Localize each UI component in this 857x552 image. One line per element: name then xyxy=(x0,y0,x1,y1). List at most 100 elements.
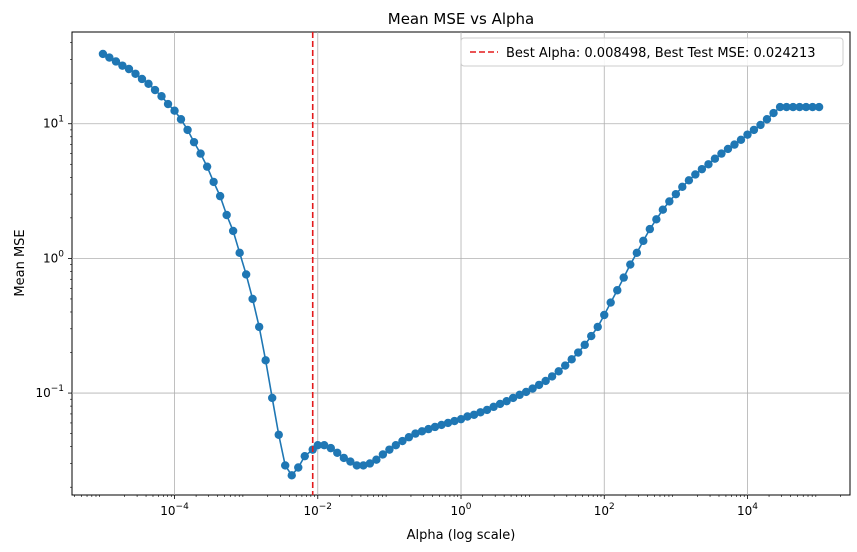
data-point xyxy=(808,102,817,112)
data-point xyxy=(137,74,147,84)
data-point xyxy=(567,355,576,364)
data-point xyxy=(320,441,329,450)
data-point xyxy=(710,154,720,163)
data-point xyxy=(385,445,394,454)
y-axis-title: Mean MSE xyxy=(13,229,28,296)
x-tick-label: 104 xyxy=(737,502,758,518)
data-point xyxy=(365,459,375,468)
legend: Best Alpha: 0.008498, Best Test MSE: 0.0… xyxy=(460,37,844,67)
data-point xyxy=(554,367,563,376)
data-point xyxy=(495,399,505,409)
data-point xyxy=(417,427,427,436)
data-point xyxy=(222,210,231,220)
data-point xyxy=(489,402,498,412)
chart-title: Mean MSE vs Alpha xyxy=(388,10,534,28)
data-point xyxy=(547,372,557,381)
data-point xyxy=(235,248,244,258)
data-point xyxy=(352,461,362,470)
data-point xyxy=(580,340,589,350)
data-point xyxy=(176,115,186,124)
data-point xyxy=(326,443,335,453)
data-point xyxy=(333,448,342,458)
x-tick-label: 100 xyxy=(451,502,472,518)
data-point xyxy=(769,108,778,118)
data-point xyxy=(150,85,160,95)
data-point xyxy=(469,410,479,419)
data-point xyxy=(378,450,388,459)
data-point xyxy=(98,49,108,59)
x-tick-label: 10−2 xyxy=(303,502,332,518)
data-point xyxy=(502,397,511,406)
data-point xyxy=(671,189,681,199)
data-point xyxy=(619,273,628,282)
data-point xyxy=(561,361,570,370)
data-point xyxy=(814,102,824,112)
data-point xyxy=(202,162,212,171)
data-point xyxy=(717,149,726,158)
data-point xyxy=(652,215,661,224)
data-point xyxy=(215,191,225,201)
data-point xyxy=(281,461,290,470)
data-point xyxy=(144,79,153,88)
data-point xyxy=(241,270,251,279)
data-point xyxy=(443,418,453,428)
data-point xyxy=(391,441,401,450)
data-point xyxy=(196,149,205,158)
data-point xyxy=(743,130,752,139)
data-point xyxy=(574,348,583,357)
data-point xyxy=(346,457,355,466)
data-point xyxy=(118,61,127,70)
x-tick-label: 102 xyxy=(594,502,615,518)
data-point xyxy=(105,53,114,62)
data-point xyxy=(723,144,733,154)
data-point xyxy=(313,441,322,450)
data-point xyxy=(437,420,446,430)
data-point xyxy=(261,356,270,365)
data-point xyxy=(697,164,707,174)
data-point xyxy=(606,298,615,307)
data-point xyxy=(613,286,622,295)
data-point xyxy=(111,57,121,66)
data-point xyxy=(398,436,407,446)
data-point xyxy=(411,429,420,438)
data-point xyxy=(632,248,642,258)
series-layer xyxy=(98,49,824,480)
data-point xyxy=(678,182,687,192)
data-point xyxy=(775,102,785,112)
y-tick-label: 101 xyxy=(43,115,64,131)
data-point xyxy=(476,408,485,417)
data-point xyxy=(587,331,596,341)
legend-label: Best Alpha: 0.008498, Best Test MSE: 0.0… xyxy=(506,46,816,61)
data-point xyxy=(541,376,550,386)
data-point xyxy=(424,424,433,434)
data-point xyxy=(665,197,674,206)
data-point xyxy=(593,322,602,332)
data-point xyxy=(749,125,759,135)
data-point xyxy=(515,390,524,400)
data-point xyxy=(268,393,277,403)
data-point xyxy=(372,455,381,464)
x-axis-title: Alpha (log scale) xyxy=(407,528,516,543)
data-point xyxy=(795,102,804,112)
data-point xyxy=(254,322,264,332)
data-point xyxy=(801,102,811,112)
data-point xyxy=(782,102,791,112)
data-point xyxy=(163,99,173,109)
data-point xyxy=(704,160,713,169)
data-point xyxy=(209,177,218,187)
tick-layer: 10−4 10−2 100 102 104 10−1 100 101 xyxy=(35,115,758,518)
data-point xyxy=(287,471,296,480)
data-point xyxy=(430,422,440,432)
data-point xyxy=(730,140,739,149)
y-tick-label: 100 xyxy=(43,249,64,265)
data-point xyxy=(684,176,694,185)
data-point xyxy=(463,412,472,421)
grid-layer xyxy=(72,32,850,495)
data-point xyxy=(658,205,668,214)
data-point xyxy=(404,433,414,442)
data-point xyxy=(183,125,192,135)
legend-box xyxy=(460,37,844,67)
data-point xyxy=(691,170,700,179)
data-point xyxy=(534,380,544,390)
